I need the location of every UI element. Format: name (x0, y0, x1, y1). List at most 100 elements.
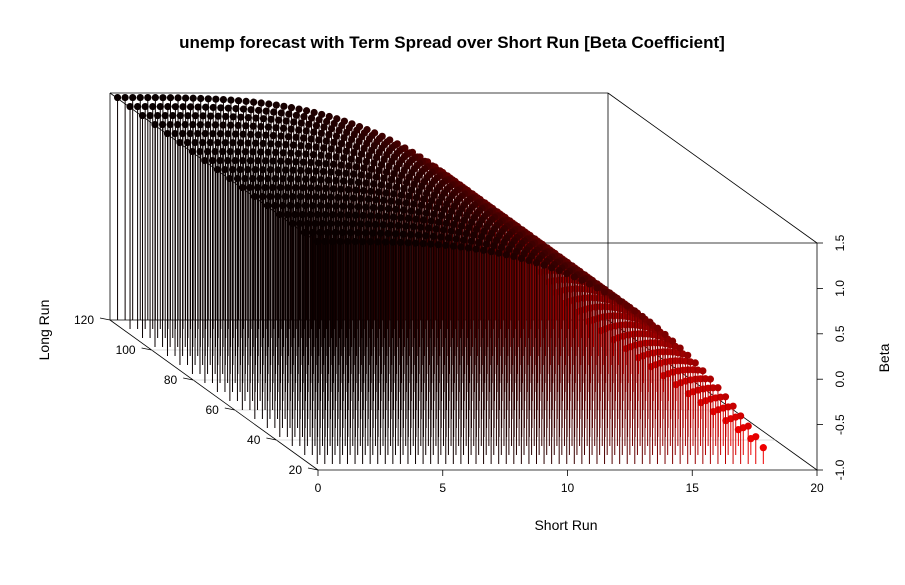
data-point (349, 170, 358, 178)
data-point (161, 111, 169, 120)
data-point (402, 179, 411, 187)
data-point (269, 183, 277, 192)
data-point (377, 181, 385, 189)
data-point (310, 108, 318, 117)
data-point (608, 292, 616, 300)
data-point (367, 165, 375, 173)
box-edge-top-right (607, 92, 818, 244)
data-point (324, 152, 333, 160)
y-tick-label: 100 (116, 343, 136, 357)
y-tick-mark (307, 467, 319, 471)
data-point (495, 249, 503, 257)
data-point (129, 93, 137, 102)
data-point (174, 120, 182, 129)
data-point (335, 126, 343, 135)
data-point (214, 139, 222, 147)
data-point (295, 126, 303, 134)
data-point (254, 131, 262, 139)
data-point (253, 183, 262, 192)
data-point (344, 211, 352, 219)
data-point (279, 149, 287, 157)
data-point (291, 210, 299, 219)
data-point (136, 93, 144, 102)
data-point (213, 165, 222, 174)
data-point (464, 244, 473, 252)
data-point (266, 166, 274, 174)
data-point (430, 210, 438, 218)
data-point (158, 120, 167, 129)
data-point (212, 95, 220, 103)
data-point (316, 228, 324, 237)
data-point (224, 104, 232, 112)
data-point (259, 115, 268, 123)
data-point (319, 168, 327, 176)
data-point (721, 393, 730, 401)
data-point (374, 238, 382, 246)
data-point (341, 220, 349, 228)
data-point (455, 209, 463, 218)
data-point (326, 193, 335, 201)
data-point (455, 228, 463, 236)
data-point (264, 175, 272, 183)
data-point (347, 178, 355, 186)
data-point (238, 183, 246, 192)
data-point (277, 109, 285, 117)
data-point (189, 121, 197, 129)
data-point (248, 174, 257, 183)
series-long-run-24 (313, 237, 767, 464)
data-point (357, 150, 366, 158)
data-point (284, 133, 293, 141)
data-point (631, 307, 639, 315)
data-point (457, 243, 465, 251)
data-point (372, 196, 380, 204)
data-point (505, 245, 513, 254)
data-point (286, 201, 294, 210)
data-point (359, 187, 367, 195)
data-point (394, 198, 403, 206)
data-point (311, 193, 319, 201)
data-point (402, 222, 410, 230)
data-point (285, 110, 293, 118)
data-point (242, 122, 250, 130)
data-point (324, 202, 332, 210)
data-point (337, 140, 345, 148)
data-point (623, 302, 631, 310)
data-point (379, 196, 387, 204)
data-point (299, 158, 307, 166)
data-point (427, 217, 435, 225)
data-point (409, 223, 417, 231)
data-point (305, 120, 313, 128)
data-point (412, 215, 420, 223)
data-point (221, 165, 229, 174)
y-tick-mark (266, 437, 277, 441)
data-point (360, 164, 368, 172)
data-point (246, 157, 254, 165)
data-point (668, 337, 677, 345)
data-point (301, 175, 310, 183)
data-point (449, 242, 457, 250)
data-point (330, 119, 338, 128)
data-point (304, 142, 313, 150)
data-point (532, 259, 541, 267)
data-point (256, 174, 264, 183)
data-point (407, 207, 415, 215)
data-point (312, 143, 320, 151)
data-point (737, 412, 745, 420)
data-point (382, 168, 390, 176)
data-point (171, 103, 180, 111)
data-point (482, 240, 490, 248)
data-point (289, 166, 297, 174)
data-point (247, 130, 255, 139)
z-tick-label: 0.5 (833, 325, 847, 342)
data-point (299, 134, 308, 142)
data-point (334, 220, 342, 228)
data-point (439, 226, 448, 234)
data-point (250, 98, 258, 106)
data-point (309, 202, 317, 210)
data-point (320, 144, 328, 152)
data-point (306, 184, 315, 192)
box-edge-front-left (109, 319, 319, 471)
data-point (445, 213, 453, 221)
data-point (247, 106, 255, 114)
y-axis-title: Long Run (36, 300, 52, 361)
